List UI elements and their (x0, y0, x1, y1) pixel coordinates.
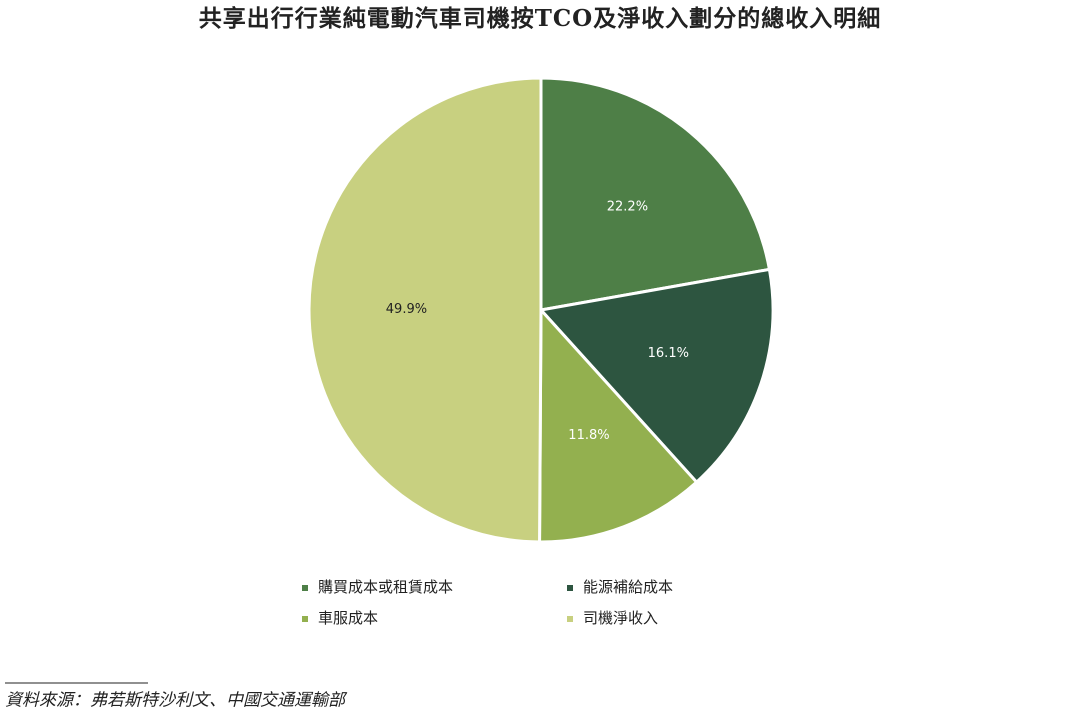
data-label: 22.2% (607, 199, 648, 214)
data-label: 16.1% (648, 346, 689, 361)
legend-label: 購買成本或租賃成本 (318, 578, 453, 596)
pie-slice (307, 76, 543, 544)
legend-marker (302, 616, 308, 622)
source-note: 資料來源：弗若斯特沙利文、中國交通運輸部 (5, 691, 348, 711)
legend-label: 車服成本 (318, 609, 378, 627)
legend-marker (567, 585, 573, 591)
legend-label: 司機淨收入 (583, 609, 658, 627)
legend-label: 能源補給成本 (583, 578, 673, 596)
data-label: 11.8% (568, 428, 609, 443)
pie-slice (538, 267, 775, 485)
legend-marker (302, 585, 308, 591)
pie-slice (539, 76, 772, 312)
chart-title: 共享出行行業純電動汽車司機按TCO及淨收入劃分的總收入明細 (199, 5, 881, 32)
pie-slice (538, 306, 699, 544)
legend-marker (567, 616, 573, 622)
data-label: 49.9% (386, 302, 427, 317)
